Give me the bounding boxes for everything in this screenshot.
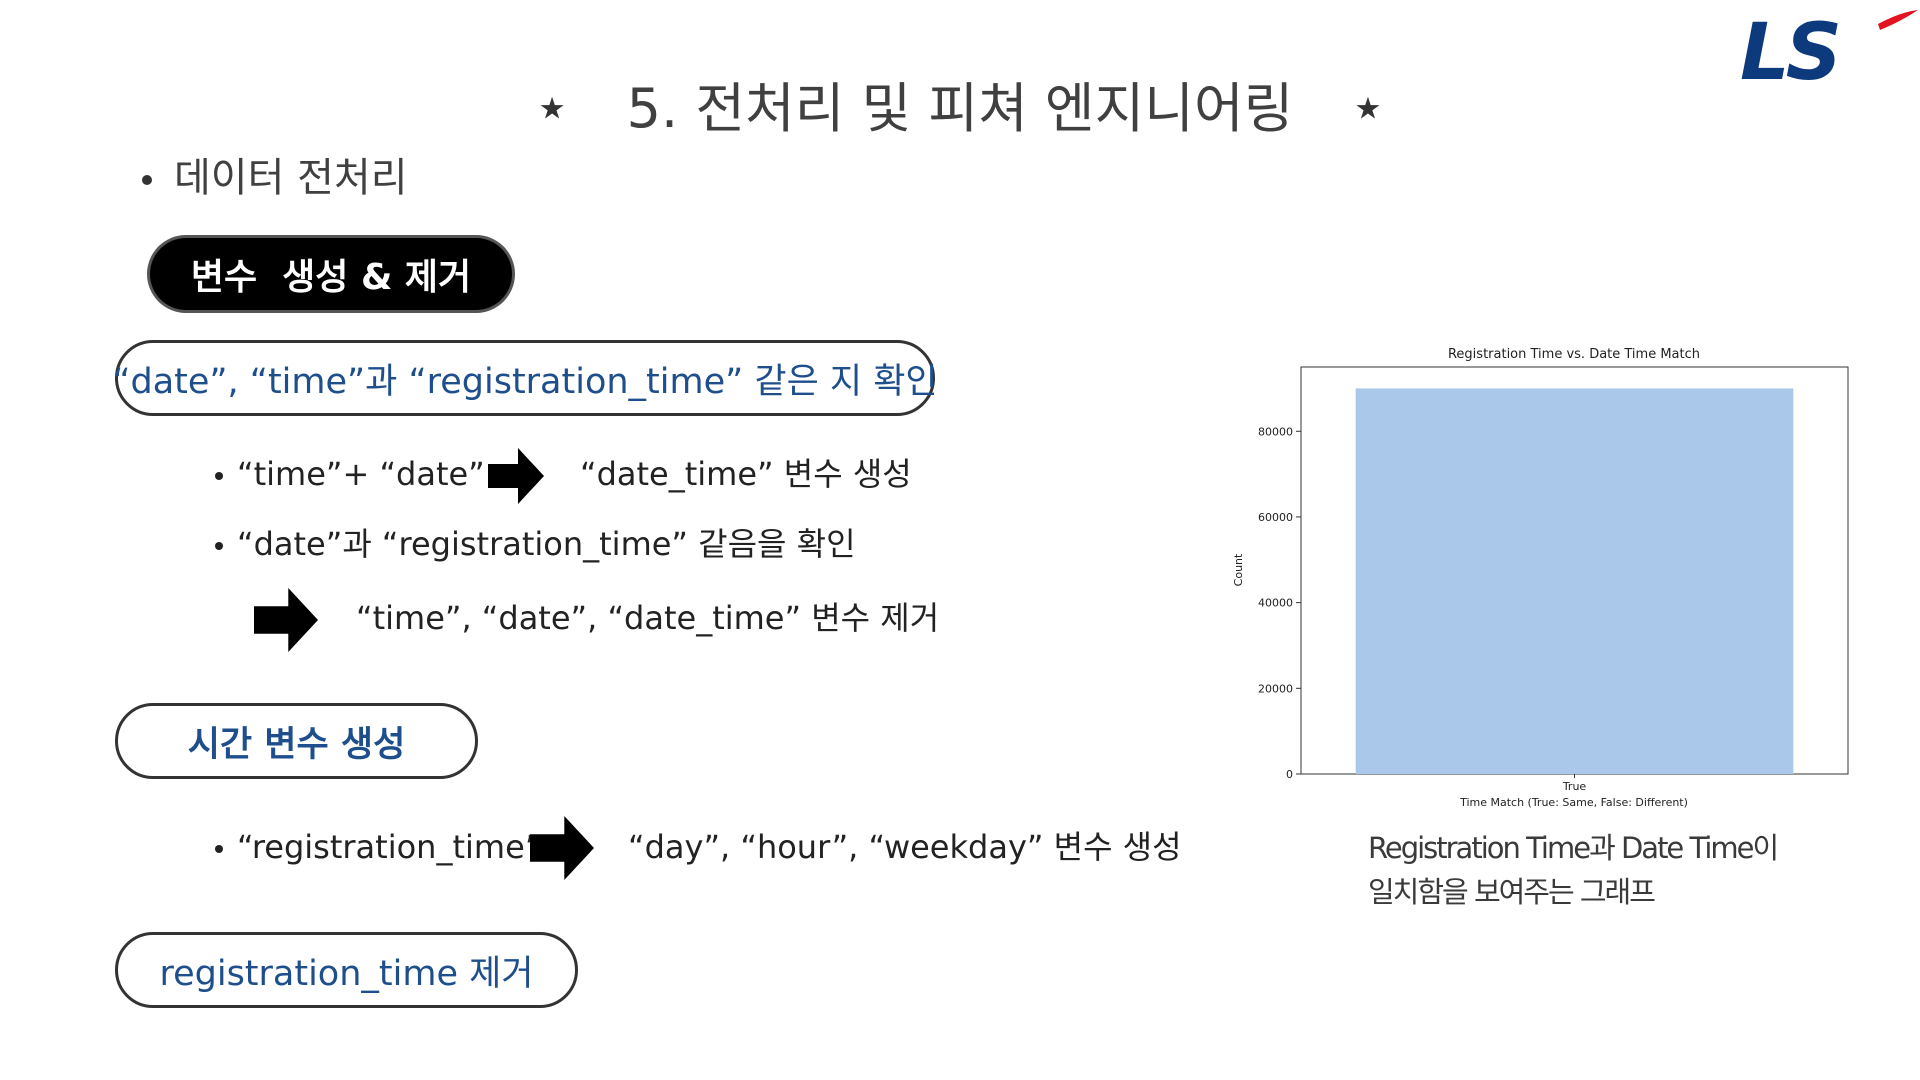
bullet-icon xyxy=(142,175,152,185)
check-item-1-left: “time”+ “date” xyxy=(215,452,485,496)
star-icon-right: ★ xyxy=(1354,91,1382,127)
bars: True xyxy=(1355,388,1794,793)
check-item-2-text: “date”과 “registration_time” 같음을 확인 xyxy=(237,525,856,563)
time-vars-pill: 시간 변수 생성 xyxy=(115,703,478,779)
check-item-3: “time”, “date”, “date_time” 변수 제거 xyxy=(356,599,940,637)
bullet-icon xyxy=(215,845,223,853)
time-item-left: “registration_time” xyxy=(215,825,541,869)
check-equal-pill: “date”, “time”과 “registration_time” 같은 지… xyxy=(112,340,938,416)
x-tick-label: True xyxy=(1562,780,1587,793)
ls-logo: LS xyxy=(1740,8,1920,98)
y-tick-label: 0 xyxy=(1286,768,1293,781)
y-axis-ticks: 0 20000 40000 60000 80000 xyxy=(1258,425,1301,781)
x-axis-label: Time Match (True: Same, False: Different… xyxy=(1459,796,1688,809)
check-item-2: “date”과 “registration_time” 같음을 확인 xyxy=(215,522,856,566)
create-remove-pill: 변수 생성 & 제거 xyxy=(150,238,512,310)
caption-line-2: 일치함을 보여주는 그래프 xyxy=(1368,875,1656,909)
y-tick-label: 60000 xyxy=(1258,511,1293,524)
right-arrow-icon xyxy=(254,588,318,652)
bullet-icon xyxy=(215,542,223,550)
check-item-1-left-text: “time”+ “date” xyxy=(237,455,485,493)
title-text: 5. 전처리 및 피쳐 엔지니어링 xyxy=(626,77,1294,141)
star-icon-left: ★ xyxy=(538,91,566,127)
chart-caption: Registration Time과 Date Time이 일치함을 보여주는 … xyxy=(1368,826,1779,914)
bullet-icon xyxy=(215,472,223,480)
remove-registration-pill: registration_time 제거 xyxy=(115,932,578,1008)
slide-title: ★ 5. 전처리 및 피쳐 엔지니어링 ★ xyxy=(0,66,1920,149)
section-heading-text: 데이터 전처리 xyxy=(174,155,408,201)
right-arrow-icon xyxy=(488,448,544,504)
y-axis-label: Count xyxy=(1232,553,1245,586)
time-item-right: “day”, “hour”, “weekday” 변수 생성 xyxy=(628,828,1182,866)
logo-text: LS xyxy=(1740,8,1842,98)
caption-line-1: Registration Time과 Date Time이 xyxy=(1368,831,1779,865)
chart-title: Registration Time vs. Date Time Match xyxy=(1448,347,1700,362)
logo-swoosh-icon xyxy=(1878,10,1918,30)
bar-true xyxy=(1355,388,1794,774)
y-tick-label: 40000 xyxy=(1258,597,1293,610)
right-arrow-icon xyxy=(530,816,594,880)
time-item-left-text: “registration_time” xyxy=(237,828,542,866)
section-heading: 데이터 전처리 xyxy=(142,150,408,206)
y-tick-label: 20000 xyxy=(1258,682,1293,695)
match-bar-chart: Registration Time vs. Date Time Match 0 2… xyxy=(1232,347,1849,809)
check-item-1-right: “date_time” 변수 생성 xyxy=(580,455,912,493)
y-tick-label: 80000 xyxy=(1258,425,1293,438)
